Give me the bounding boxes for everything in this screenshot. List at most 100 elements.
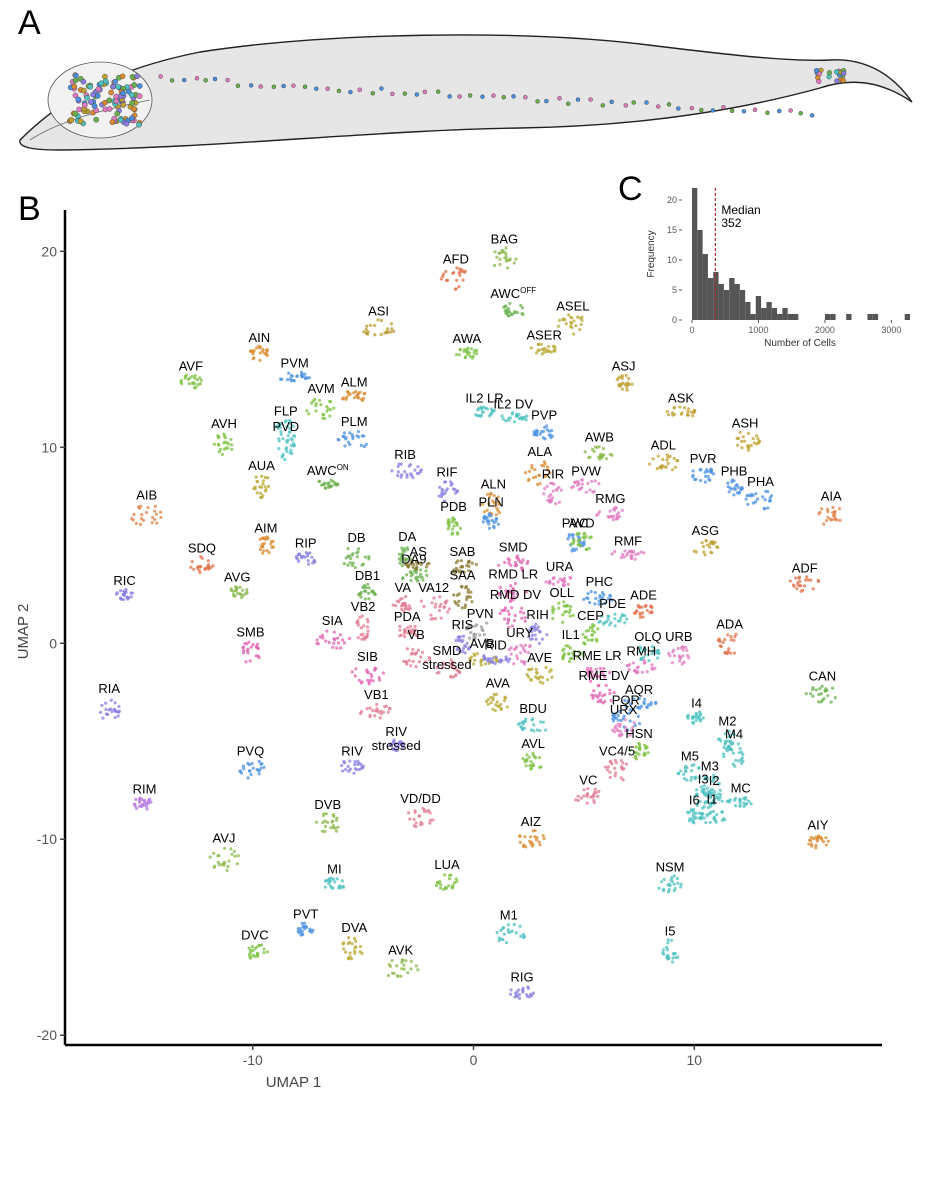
cluster-point bbox=[693, 794, 697, 798]
cluster-point bbox=[284, 447, 288, 451]
worm-dot bbox=[271, 84, 277, 90]
cluster-label: RME DV bbox=[578, 668, 629, 683]
cluster-point bbox=[825, 518, 829, 523]
cluster-vb1 bbox=[358, 702, 392, 720]
cluster-point bbox=[265, 549, 269, 553]
cluster-point bbox=[512, 922, 516, 927]
cluster-point bbox=[347, 636, 352, 641]
cluster-point bbox=[656, 454, 660, 458]
cluster-point bbox=[295, 554, 299, 558]
cluster-point bbox=[440, 492, 444, 496]
cluster-point bbox=[519, 659, 524, 663]
cluster-point bbox=[740, 756, 744, 760]
cluster-point bbox=[508, 301, 512, 305]
cluster-asel bbox=[556, 313, 584, 336]
cluster-point bbox=[457, 285, 461, 289]
worm-dot bbox=[501, 95, 506, 100]
cluster-point bbox=[613, 506, 617, 510]
cluster-point bbox=[446, 521, 450, 525]
cluster-point bbox=[503, 256, 507, 260]
cluster-point bbox=[699, 785, 703, 789]
cluster-point bbox=[570, 656, 574, 661]
cluster-point bbox=[619, 375, 623, 379]
cluster-point bbox=[592, 800, 596, 805]
worm-dot bbox=[120, 90, 126, 96]
cluster-point bbox=[527, 469, 532, 473]
cluster-point bbox=[749, 492, 754, 496]
cluster-point bbox=[289, 448, 293, 452]
cluster-point bbox=[697, 811, 701, 815]
x-tick-label: 0 bbox=[470, 1052, 478, 1068]
cluster-point bbox=[258, 537, 262, 541]
cluster-vc bbox=[574, 786, 601, 805]
cluster-point bbox=[389, 743, 393, 747]
cluster-point bbox=[220, 452, 225, 457]
cluster-point bbox=[622, 714, 626, 718]
cluster-point bbox=[586, 674, 591, 678]
cluster-point bbox=[631, 549, 636, 554]
cluster-point bbox=[453, 667, 457, 671]
cluster-point bbox=[453, 600, 457, 604]
cluster-point bbox=[360, 434, 364, 438]
cluster-point bbox=[395, 964, 399, 968]
worm-dot bbox=[833, 69, 840, 75]
cluster-point bbox=[690, 809, 694, 813]
x-axis-title: UMAP 1 bbox=[266, 1074, 322, 1091]
cluster-point bbox=[506, 660, 510, 664]
cluster-point bbox=[497, 591, 501, 596]
cluster-point bbox=[468, 657, 472, 661]
cluster-point bbox=[266, 476, 270, 480]
worm-dot bbox=[467, 93, 473, 98]
cluster-point bbox=[419, 820, 423, 824]
cluster-point bbox=[701, 545, 706, 549]
worm-dot bbox=[225, 77, 230, 83]
cluster-label: SAA bbox=[449, 568, 475, 583]
hist-bar bbox=[904, 314, 911, 320]
cluster-point bbox=[752, 441, 756, 445]
cluster-point bbox=[352, 391, 356, 395]
cluster-point bbox=[269, 542, 273, 546]
cluster-point bbox=[506, 609, 510, 613]
hist-bar bbox=[734, 284, 740, 320]
cluster-point bbox=[623, 698, 627, 703]
cluster-label: AWCOFF bbox=[490, 286, 536, 301]
hist-bar bbox=[771, 308, 778, 320]
cluster-point bbox=[549, 436, 553, 440]
cluster-label: URB bbox=[665, 629, 692, 644]
hist-bar bbox=[787, 314, 794, 320]
cluster-point bbox=[362, 444, 367, 449]
cluster-label: MI bbox=[327, 862, 341, 877]
cluster-point bbox=[472, 652, 476, 656]
worm-dot bbox=[631, 100, 636, 105]
cluster-label: VB1 bbox=[364, 687, 389, 702]
cluster-point bbox=[584, 490, 588, 494]
cluster-point bbox=[515, 592, 520, 596]
cluster-point bbox=[726, 649, 730, 653]
cluster-point bbox=[484, 699, 489, 704]
cluster-point bbox=[315, 641, 319, 646]
cluster-point bbox=[707, 802, 712, 806]
cluster-point bbox=[513, 310, 517, 314]
worm-dot bbox=[370, 91, 376, 96]
cluster-point bbox=[663, 465, 667, 469]
cluster-point bbox=[507, 558, 512, 562]
cluster-point bbox=[519, 725, 523, 729]
cluster-point bbox=[142, 799, 147, 804]
cluster-point bbox=[518, 840, 522, 845]
cluster-point bbox=[820, 507, 824, 511]
panel-label-b: B bbox=[18, 190, 41, 228]
cluster-label: VB bbox=[407, 627, 424, 642]
cluster-point bbox=[568, 646, 573, 650]
cluster-point bbox=[706, 795, 710, 799]
cluster-point bbox=[363, 597, 367, 601]
cluster-point bbox=[159, 515, 163, 520]
cluster-point bbox=[541, 675, 545, 680]
cluster-point bbox=[603, 675, 607, 679]
cluster-point bbox=[619, 616, 623, 620]
cluster-point bbox=[407, 604, 411, 608]
cluster-point bbox=[311, 928, 315, 932]
cluster-point bbox=[325, 405, 329, 409]
cluster-point bbox=[582, 540, 586, 544]
cluster-point bbox=[712, 776, 716, 780]
cluster-point bbox=[616, 729, 620, 733]
